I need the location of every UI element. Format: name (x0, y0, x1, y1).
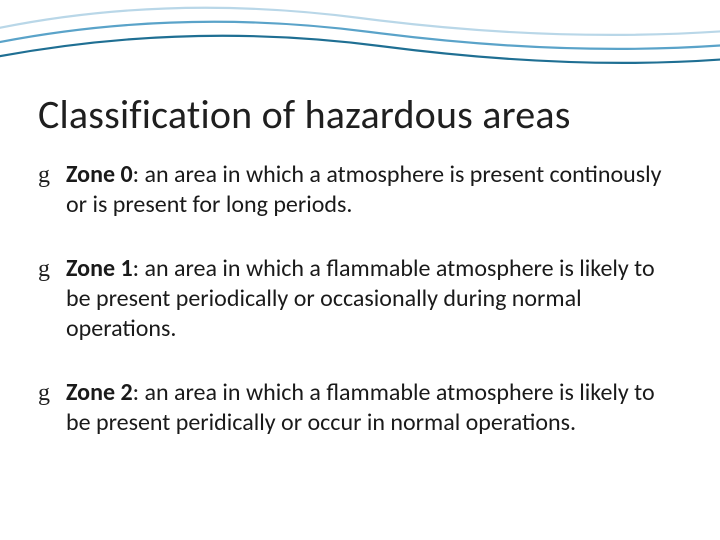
bullet-text: Zone 2: an area in which a flammable atm… (66, 378, 682, 438)
decorative-waves (0, 0, 720, 100)
bullet-lead: Zone 2 (66, 378, 133, 407)
bullet-lead: Zone 0 (66, 160, 133, 189)
bullet-rest: : an area in which a flammable atmospher… (66, 378, 655, 437)
bullet-item: g Zone 1: an area in which a flammable a… (38, 254, 682, 344)
bullet-item: g Zone 2: an area in which a flammable a… (38, 378, 682, 438)
slide: Classification of hazardous areas g Zone… (0, 0, 720, 540)
bullet-glyph-icon: g (38, 160, 66, 190)
bullet-glyph-icon: g (38, 254, 66, 284)
slide-body: g Zone 0: an area in which a atmosphere … (38, 160, 682, 472)
slide-title: Classification of hazardous areas (38, 90, 571, 139)
bullet-rest: : an area in which a flammable atmospher… (66, 254, 655, 343)
bullet-rest: : an area in which a atmosphere is prese… (66, 160, 662, 219)
bullet-text: Zone 1: an area in which a flammable atm… (66, 254, 682, 344)
bullet-text: Zone 0: an area in which a atmosphere is… (66, 160, 682, 220)
bullet-item: g Zone 0: an area in which a atmosphere … (38, 160, 682, 220)
bullet-lead: Zone 1 (66, 254, 133, 283)
bullet-glyph-icon: g (38, 378, 66, 408)
